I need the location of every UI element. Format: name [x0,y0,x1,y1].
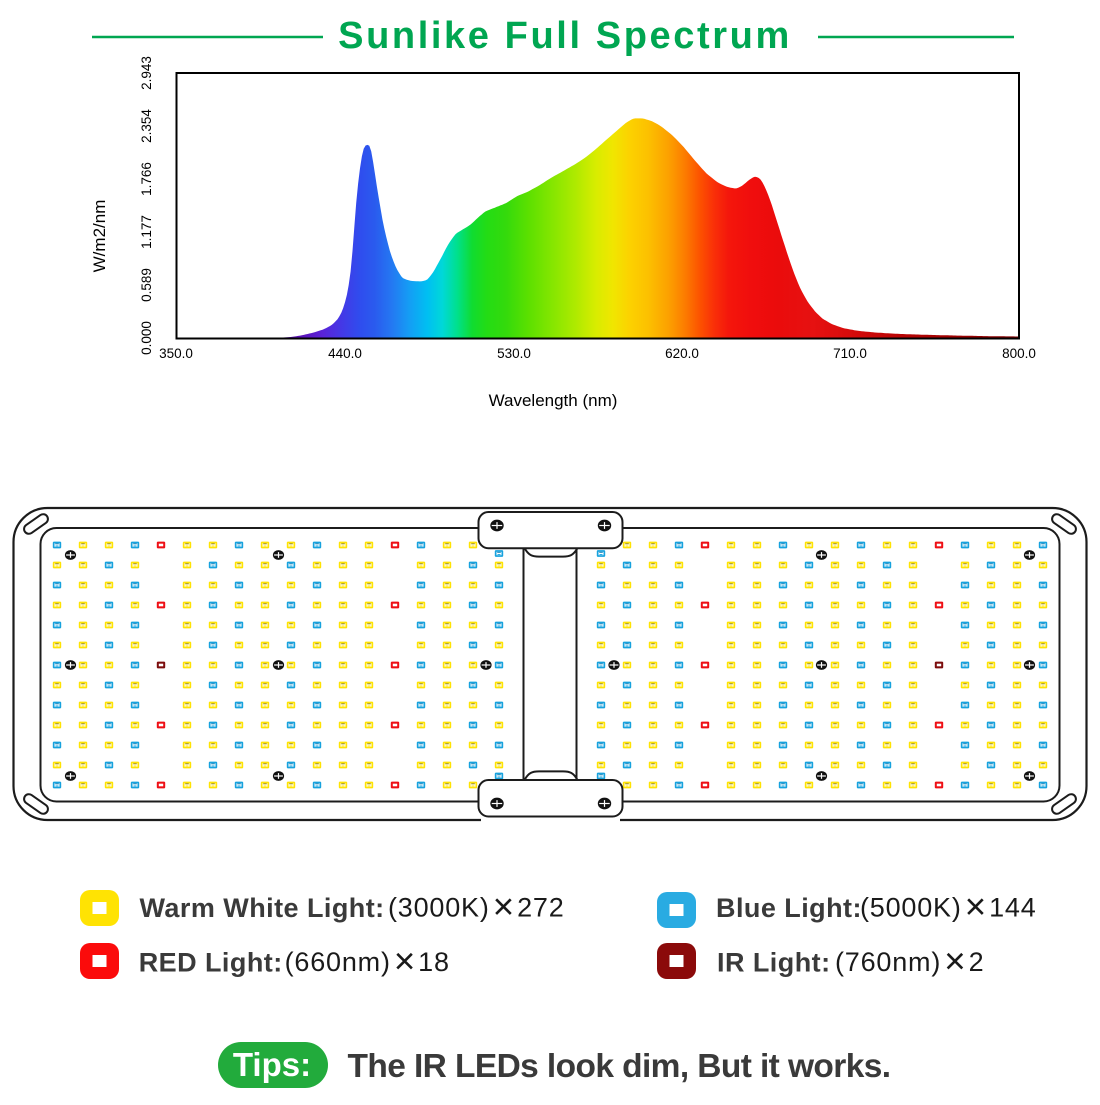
svg-text:Tips:: Tips: [233,1046,311,1083]
svg-text:1.766: 1.766 [139,162,154,196]
svg-text:IR Light:: IR Light: [717,948,831,978]
svg-text:620.0: 620.0 [665,346,699,361]
svg-text:0.000: 0.000 [139,321,154,355]
svg-text:350.0: 350.0 [159,346,193,361]
svg-text:Sunlike Full Spectrum: Sunlike Full Spectrum [338,15,792,57]
svg-text:Blue Light:: Blue Light: [716,893,862,923]
svg-text:2.354: 2.354 [139,109,154,143]
svg-text:1.177: 1.177 [139,215,154,249]
svg-text:(3000K)×272: (3000K)×272 [388,886,565,927]
svg-text:Warm White Light:: Warm White Light: [140,893,385,923]
svg-text:(760nm)×2: (760nm)×2 [835,941,984,982]
svg-text:(660nm)×18: (660nm)×18 [285,941,450,982]
svg-text:530.0: 530.0 [497,346,531,361]
svg-text:440.0: 440.0 [328,346,362,361]
svg-text:The IR LEDs look dim, But it w: The IR LEDs look dim, But it works. [348,1048,891,1085]
svg-text:0.589: 0.589 [139,268,154,302]
svg-text:RED Light:: RED Light: [139,948,283,978]
svg-text:W/m2/nm: W/m2/nm [90,200,109,273]
svg-text:(5000K)×144: (5000K)×144 [860,886,1037,927]
svg-text:800.0: 800.0 [1002,346,1036,361]
svg-text:710.0: 710.0 [833,346,867,361]
svg-text:Wavelength (nm): Wavelength (nm) [489,391,618,410]
svg-text:2.943: 2.943 [139,56,154,90]
